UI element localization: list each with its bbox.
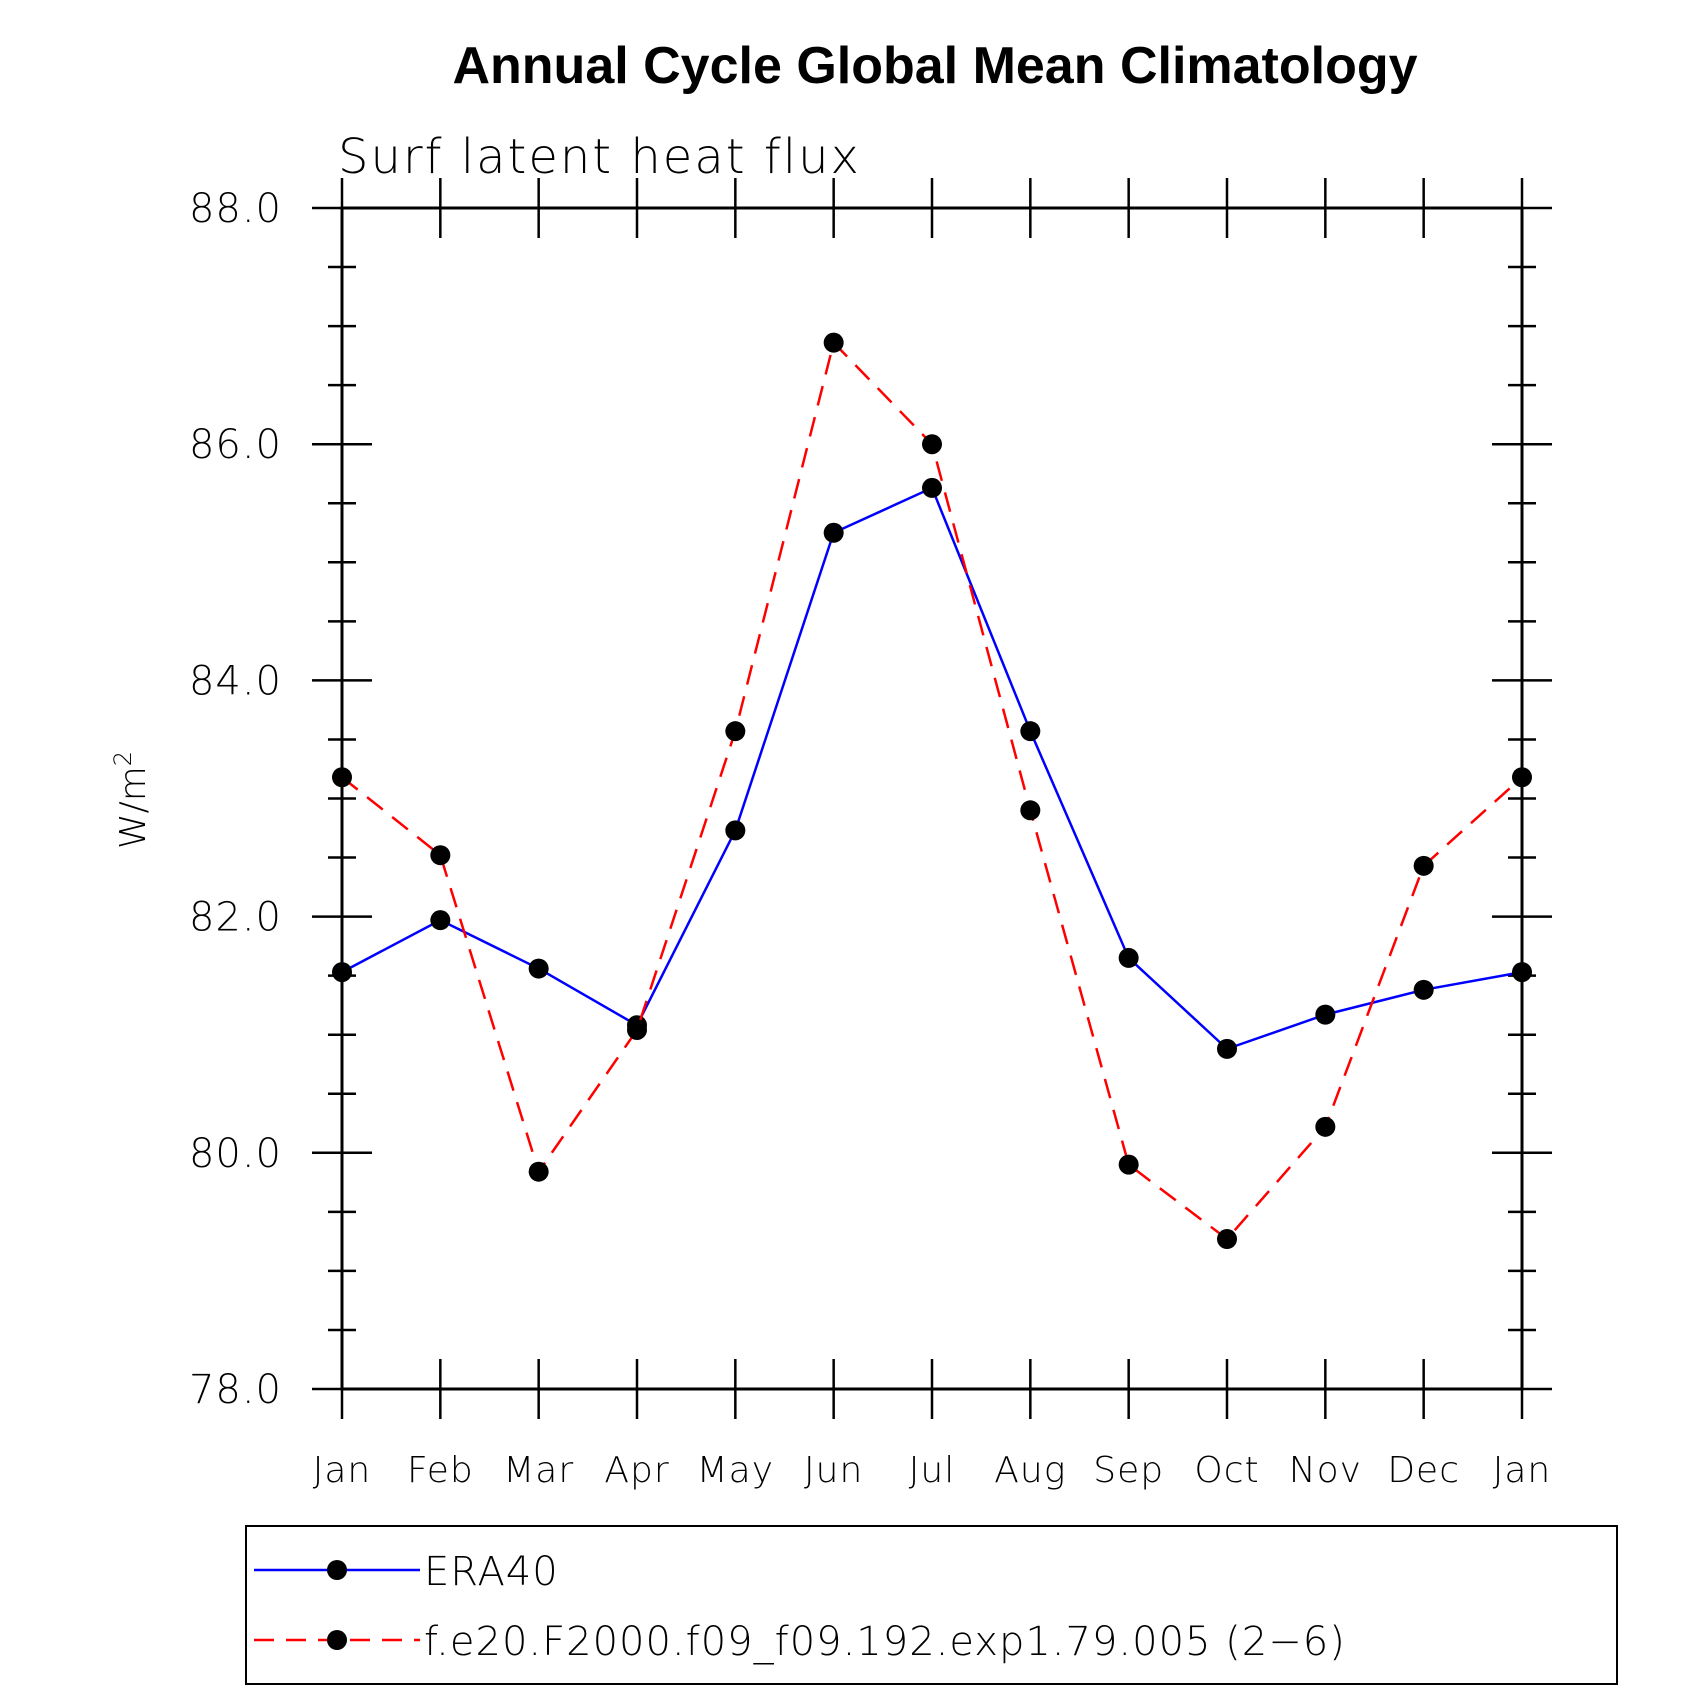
x-tick-label: Apr <box>604 1450 669 1491</box>
legend: ERA40 f.e20.F2000.f09_f09.192.exp1.79.00… <box>245 1525 1618 1685</box>
data-point <box>1020 800 1041 821</box>
x-tick-label: Nov <box>1289 1450 1362 1491</box>
data-point <box>430 910 451 931</box>
data-point <box>1315 1004 1336 1025</box>
x-tick-label: Oct <box>1194 1450 1259 1491</box>
y-tick-labels: 78.0 80.0 82.0 84.0 86.0 88.0 <box>189 186 282 1413</box>
x-tick-label: Mar <box>503 1450 574 1491</box>
data-point <box>1413 979 1434 1000</box>
data-point <box>1217 1229 1237 1250</box>
y-axis-label-superscript: 2 <box>109 751 137 766</box>
svg-text:W/m2: W/m2 <box>109 751 154 849</box>
data-point <box>627 1019 647 1040</box>
data-point <box>1020 721 1041 742</box>
data-point <box>725 820 746 841</box>
y-tick-label: 88.0 <box>189 186 282 232</box>
legend-label-model: f.e20.F2000.f09_f09.192.exp1.79.005 (2−6… <box>424 1619 1346 1665</box>
data-point <box>823 332 844 353</box>
y-tick-label: 86.0 <box>189 422 282 468</box>
data-point <box>1413 855 1434 876</box>
plot-frame <box>340 206 1524 1391</box>
series-0 <box>332 477 1532 1059</box>
x-tick-label: Sep <box>1093 1450 1164 1491</box>
legend-entry-model: f.e20.F2000.f09_f09.192.exp1.79.005 (2−6… <box>254 1619 1346 1665</box>
data-point <box>528 1161 549 1182</box>
data-point <box>1512 962 1532 983</box>
series-layer <box>332 332 1532 1250</box>
axis-ticks <box>312 178 1552 1419</box>
y-axis-label-text: W/m <box>113 766 154 849</box>
x-tick-label: Jan <box>1493 1450 1552 1491</box>
x-tick-label: Dec <box>1387 1450 1460 1491</box>
x-tick-label: Aug <box>994 1450 1066 1491</box>
x-tick-labels: Jan Feb Mar Apr May Jun Jul Aug Sep Oct Nov Dec Jan <box>313 1450 1552 1491</box>
data-point <box>430 845 451 866</box>
data-point <box>725 721 746 742</box>
data-point <box>1118 1154 1139 1175</box>
legend-marker-era40 <box>327 1560 347 1580</box>
data-point <box>922 434 942 455</box>
data-point <box>528 958 549 979</box>
legend-marker-model <box>327 1630 347 1650</box>
series-1 <box>332 332 1532 1250</box>
data-point <box>1118 947 1139 968</box>
x-tick-label: May <box>697 1450 774 1491</box>
y-tick-label: 80.0 <box>189 1131 282 1177</box>
x-tick-label: Jan <box>313 1450 372 1491</box>
data-point <box>823 522 844 543</box>
y-tick-label: 84.0 <box>189 658 282 704</box>
data-point <box>1315 1116 1336 1137</box>
data-point <box>1512 767 1532 788</box>
series-line-0 <box>341 486 1523 1051</box>
y-tick-label: 82.0 <box>189 895 282 941</box>
y-tick-label: 78.0 <box>189 1367 282 1413</box>
data-point <box>332 962 352 983</box>
series-line-1 <box>341 340 1523 1241</box>
data-point <box>1217 1038 1237 1059</box>
legend-box <box>245 1525 1618 1685</box>
x-tick-label: Jun <box>804 1450 863 1491</box>
data-point <box>332 767 352 788</box>
x-tick-label: Jul <box>909 1450 955 1491</box>
legend-entry-era40: ERA40 <box>254 1549 559 1595</box>
chart-title: Annual Cycle Global Mean Climatology <box>452 37 1417 95</box>
x-tick-label: Feb <box>407 1450 474 1491</box>
y-axis-label: W/m2 <box>109 751 154 849</box>
data-point <box>922 477 942 498</box>
chart-subtitle: Surf latent heat flux <box>338 129 861 185</box>
legend-label-era40: ERA40 <box>424 1549 559 1595</box>
